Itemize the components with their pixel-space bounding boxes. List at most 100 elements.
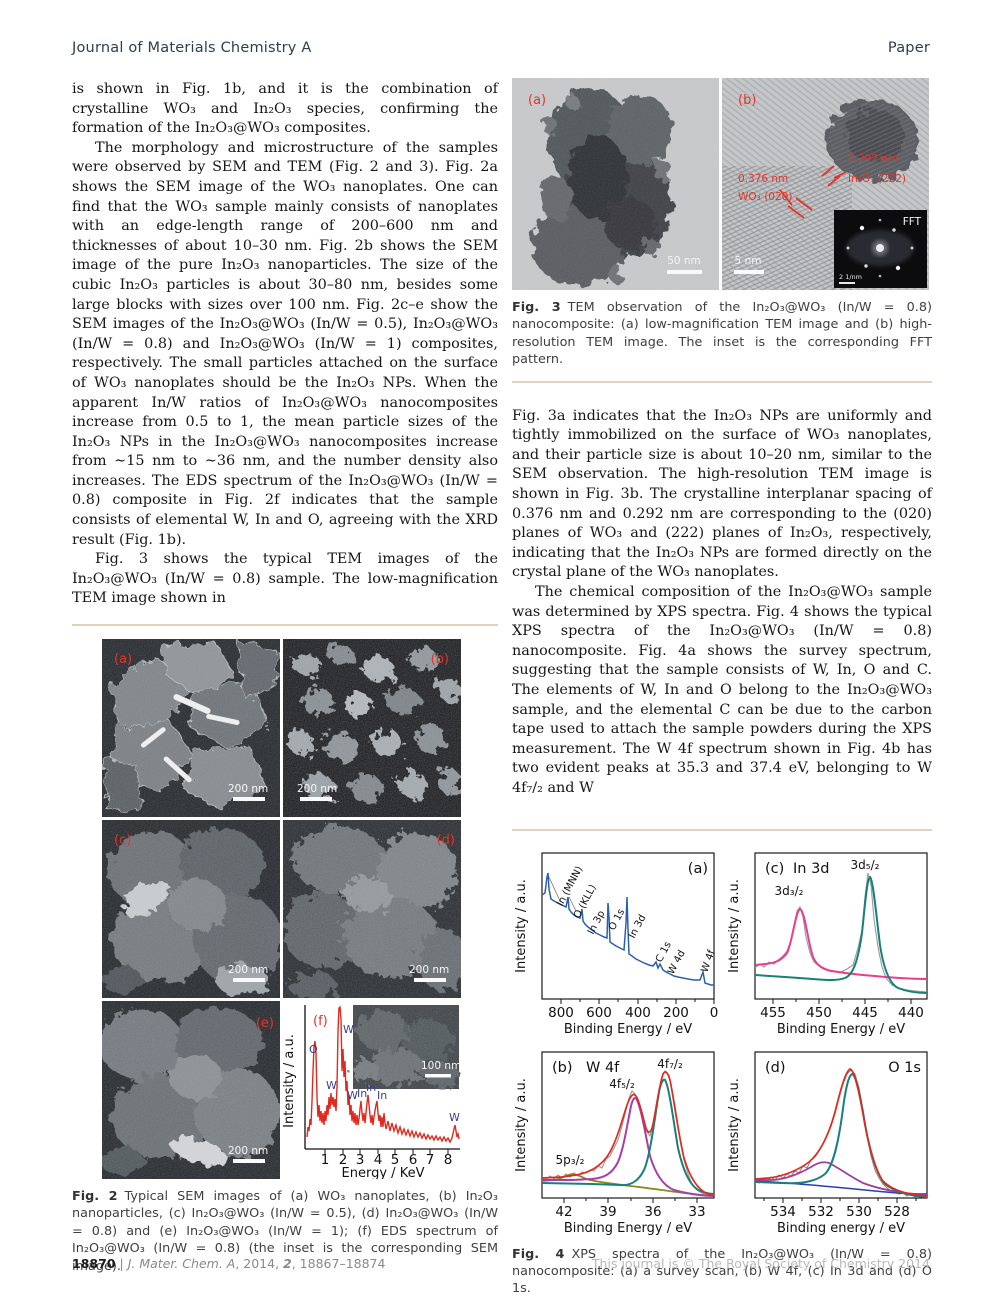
fig4a-xtick: 600: [586, 1005, 612, 1021]
eds-peak-label-O: O: [309, 1043, 318, 1056]
figure-divider-line: [512, 828, 932, 831]
fig4d-xtick: 530: [846, 1204, 872, 1220]
eds-inset-scalebar-text: 100 nm: [421, 1060, 461, 1072]
fig4c-3d52-fit-curve: [754, 875, 928, 994]
fig4d-xtick: 532: [808, 1204, 834, 1220]
fig4d-xtick: 528: [884, 1204, 910, 1220]
body-paragraph: The chemical composition of the In₂O₃@WO…: [512, 583, 932, 796]
eds-xaxis-title: Energy / KeV: [342, 1166, 425, 1179]
fig4d-panel-letter: (d): [765, 1060, 786, 1076]
fig4b-xtick: 36: [644, 1204, 661, 1220]
fig4a-xtick: 400: [625, 1005, 651, 1021]
fig2-panel-b-sem-image: (b) 200 nm: [283, 639, 461, 818]
fig2-panel-a-label: (a): [114, 652, 132, 667]
footer-rights: This journal is © The Royal Society of C…: [591, 1256, 930, 1271]
eds-yaxis-title: Intensity / a.u.: [283, 1034, 297, 1128]
footer-pages: , 18867–18874: [291, 1256, 386, 1271]
fig4b-peak-label-4f52: 4f₅/₂: [609, 1077, 635, 1091]
fig3-panel-a-scalebar-text: 50 nm: [667, 255, 701, 267]
page-number: 18870: [72, 1256, 116, 1271]
fig2-panel-e-sem-image: (e) 200 nm: [102, 1001, 280, 1180]
fig4-panel-b-w4f-plot: 42 39 36 33 Binding Energy / eV Intensit…: [512, 1043, 719, 1237]
fig2-panel-d-sem-image: (d) 200 nm: [283, 820, 461, 999]
fig3-spacing-1-value: 0.376 nm: [738, 173, 788, 185]
fig2-panel-a-scalebar-text: 200 nm: [228, 783, 268, 795]
left-column: is shown in Fig. 1b, and it is the combi…: [72, 80, 498, 1275]
fig3-annotation-marks: [779, 165, 847, 219]
fig4a-yaxis-title: Intensity / a.u.: [514, 879, 529, 973]
fig3-spacing-1-plane: WO₃ (020): [738, 191, 792, 203]
fig3-caption-label: Fig. 3: [512, 300, 561, 315]
fig4a-xtick: 800: [548, 1005, 574, 1021]
eds-spectrum-curve: [306, 1005, 460, 1144]
fig4c-panel-letter: (c): [765, 861, 784, 877]
fig4b-4f72-fit-curve: [541, 1078, 715, 1195]
eds-xtick: 4: [374, 1152, 383, 1168]
fig4b-yaxis-title: Intensity / a.u.: [514, 1078, 529, 1172]
fig2-panel-e-scalebar-text: 200 nm: [228, 1145, 268, 1157]
fig4d-xtick: 534: [770, 1204, 796, 1220]
fig2-panel-f-eds-spectrum: 1 2 3 4 5 6 7 8 Energy / KeV Intensity /…: [283, 1001, 461, 1180]
eds-peak-label-In: In: [357, 1087, 367, 1100]
footer-journal-name: J. Mater. Chem. A: [127, 1256, 236, 1271]
fig4c-xaxis-title: Binding Energy / eV: [777, 1022, 905, 1037]
fig2-panel-b-scalebar: [300, 797, 332, 802]
fig4b-xtick: 33: [688, 1204, 705, 1220]
fig4b-peak-label-5p32: 5p₃/₂: [556, 1153, 585, 1167]
figure-3-image: (a) 50 nm: [512, 78, 932, 290]
caption-divider-line: [512, 380, 932, 383]
fig3-fft-scalebar: [839, 282, 855, 284]
fig4c-xtick: 445: [852, 1005, 878, 1021]
fig2-panel-b-label: (b): [431, 652, 449, 667]
fig4b-xtick: 39: [599, 1204, 616, 1220]
fig2-caption-text: Typical SEM images of (a) WO₃ nanoplates…: [72, 1189, 498, 1274]
fig3-caption-text: TEM observation of the In₂O₃@WO₃ (In/W =…: [512, 300, 932, 368]
fig4-panel-a-survey-plot: 800 600 400 200 0 Binding Energy / eV In…: [512, 844, 719, 1038]
figure-4-image: 800 600 400 200 0 Binding Energy / eV In…: [512, 844, 932, 1237]
fig2-panel-b-scalebar-text: 200 nm: [297, 783, 337, 795]
footer-separator: |: [119, 1256, 124, 1271]
fig4b-peak-label-4f72: 4f₇/₂: [657, 1057, 683, 1071]
fig4-caption-label: Fig. 4: [512, 1246, 565, 1262]
eds-inset-scalebar: [425, 1074, 451, 1078]
fig3-panel-b-scalebar-text: 5 nm: [735, 255, 762, 267]
body-paragraph: is shown in Fig. 1b, and it is the combi…: [72, 81, 498, 137]
fig3-caption: Fig. 3 TEM observation of the In₂O₃@WO₃ (…: [512, 299, 932, 369]
fig3-panel-b-scalebar: [734, 270, 764, 274]
footer-volume: 2: [283, 1256, 292, 1271]
footer-year: , 2014,: [235, 1256, 284, 1271]
fig4b-xtick: 42: [555, 1204, 572, 1220]
fig4b-envelope-curve: [541, 1070, 715, 1196]
fig4c-yaxis-title: Intensity / a.u.: [727, 879, 742, 973]
footer-citation: 18870 | J. Mater. Chem. A, 2014, 2, 1886…: [72, 1256, 385, 1271]
fig3-panel-a-tem-image: (a) 50 nm: [512, 78, 719, 290]
fig2-panel-e-label: (e): [256, 1016, 274, 1031]
eds-peak-label-W: W: [347, 1089, 358, 1102]
fig2-caption: Fig. 2 Typical SEM images of (a) WO₃ nano…: [72, 1188, 498, 1275]
eds-peak-label-In: In: [366, 1081, 376, 1094]
article-type-label: Paper: [887, 40, 930, 56]
fig3-fft-inset: FFT 2 1/nm: [834, 210, 927, 288]
fig2-panel-c-scalebar: [233, 978, 265, 983]
fig4a-xtick: 0: [710, 1005, 719, 1021]
eds-peak-label-W: W: [326, 1079, 337, 1092]
fig3-panel-b-hrtem-image: (b) 0.376 nm WO₃ (020) 0.292 nm In₂O₃ (2…: [722, 78, 929, 290]
figure-divider-line: [72, 624, 498, 627]
fig4d-shoulder-fit-curve: [755, 1160, 928, 1196]
fig4b-4f52-fit-curve: [542, 1096, 715, 1197]
fig4-caption: Fig. 4 XPS spectra of the In₂O₃@WO₃ (In/W…: [512, 1246, 932, 1298]
fig4c-title: In 3d: [793, 861, 830, 877]
fig3-panel-a-label: (a): [528, 93, 546, 108]
fig4-panel-c-in3d-plot: 455 450 445 440 Binding Energy / eV Inte…: [725, 844, 932, 1038]
fig2-caption-label: Fig. 2: [72, 1189, 118, 1205]
fig4b-title: W 4f: [586, 1060, 620, 1076]
page-footer: 18870 | J. Mater. Chem. A, 2014, 2, 1886…: [72, 1256, 930, 1271]
figure-2-image: (a) 200 nm: [102, 639, 461, 1180]
fig2-panel-d-scalebar: [414, 978, 446, 983]
fig2-panel-e-scalebar: [233, 1159, 265, 1164]
eds-xtick: 8: [444, 1152, 453, 1168]
fig2-panel-a-sem-image: (a) 200 nm: [102, 639, 280, 818]
eds-xtick: 7: [426, 1152, 435, 1168]
fig4a-panel-letter: (a): [688, 861, 708, 877]
fig3-panel-b-label: (b): [738, 93, 756, 108]
